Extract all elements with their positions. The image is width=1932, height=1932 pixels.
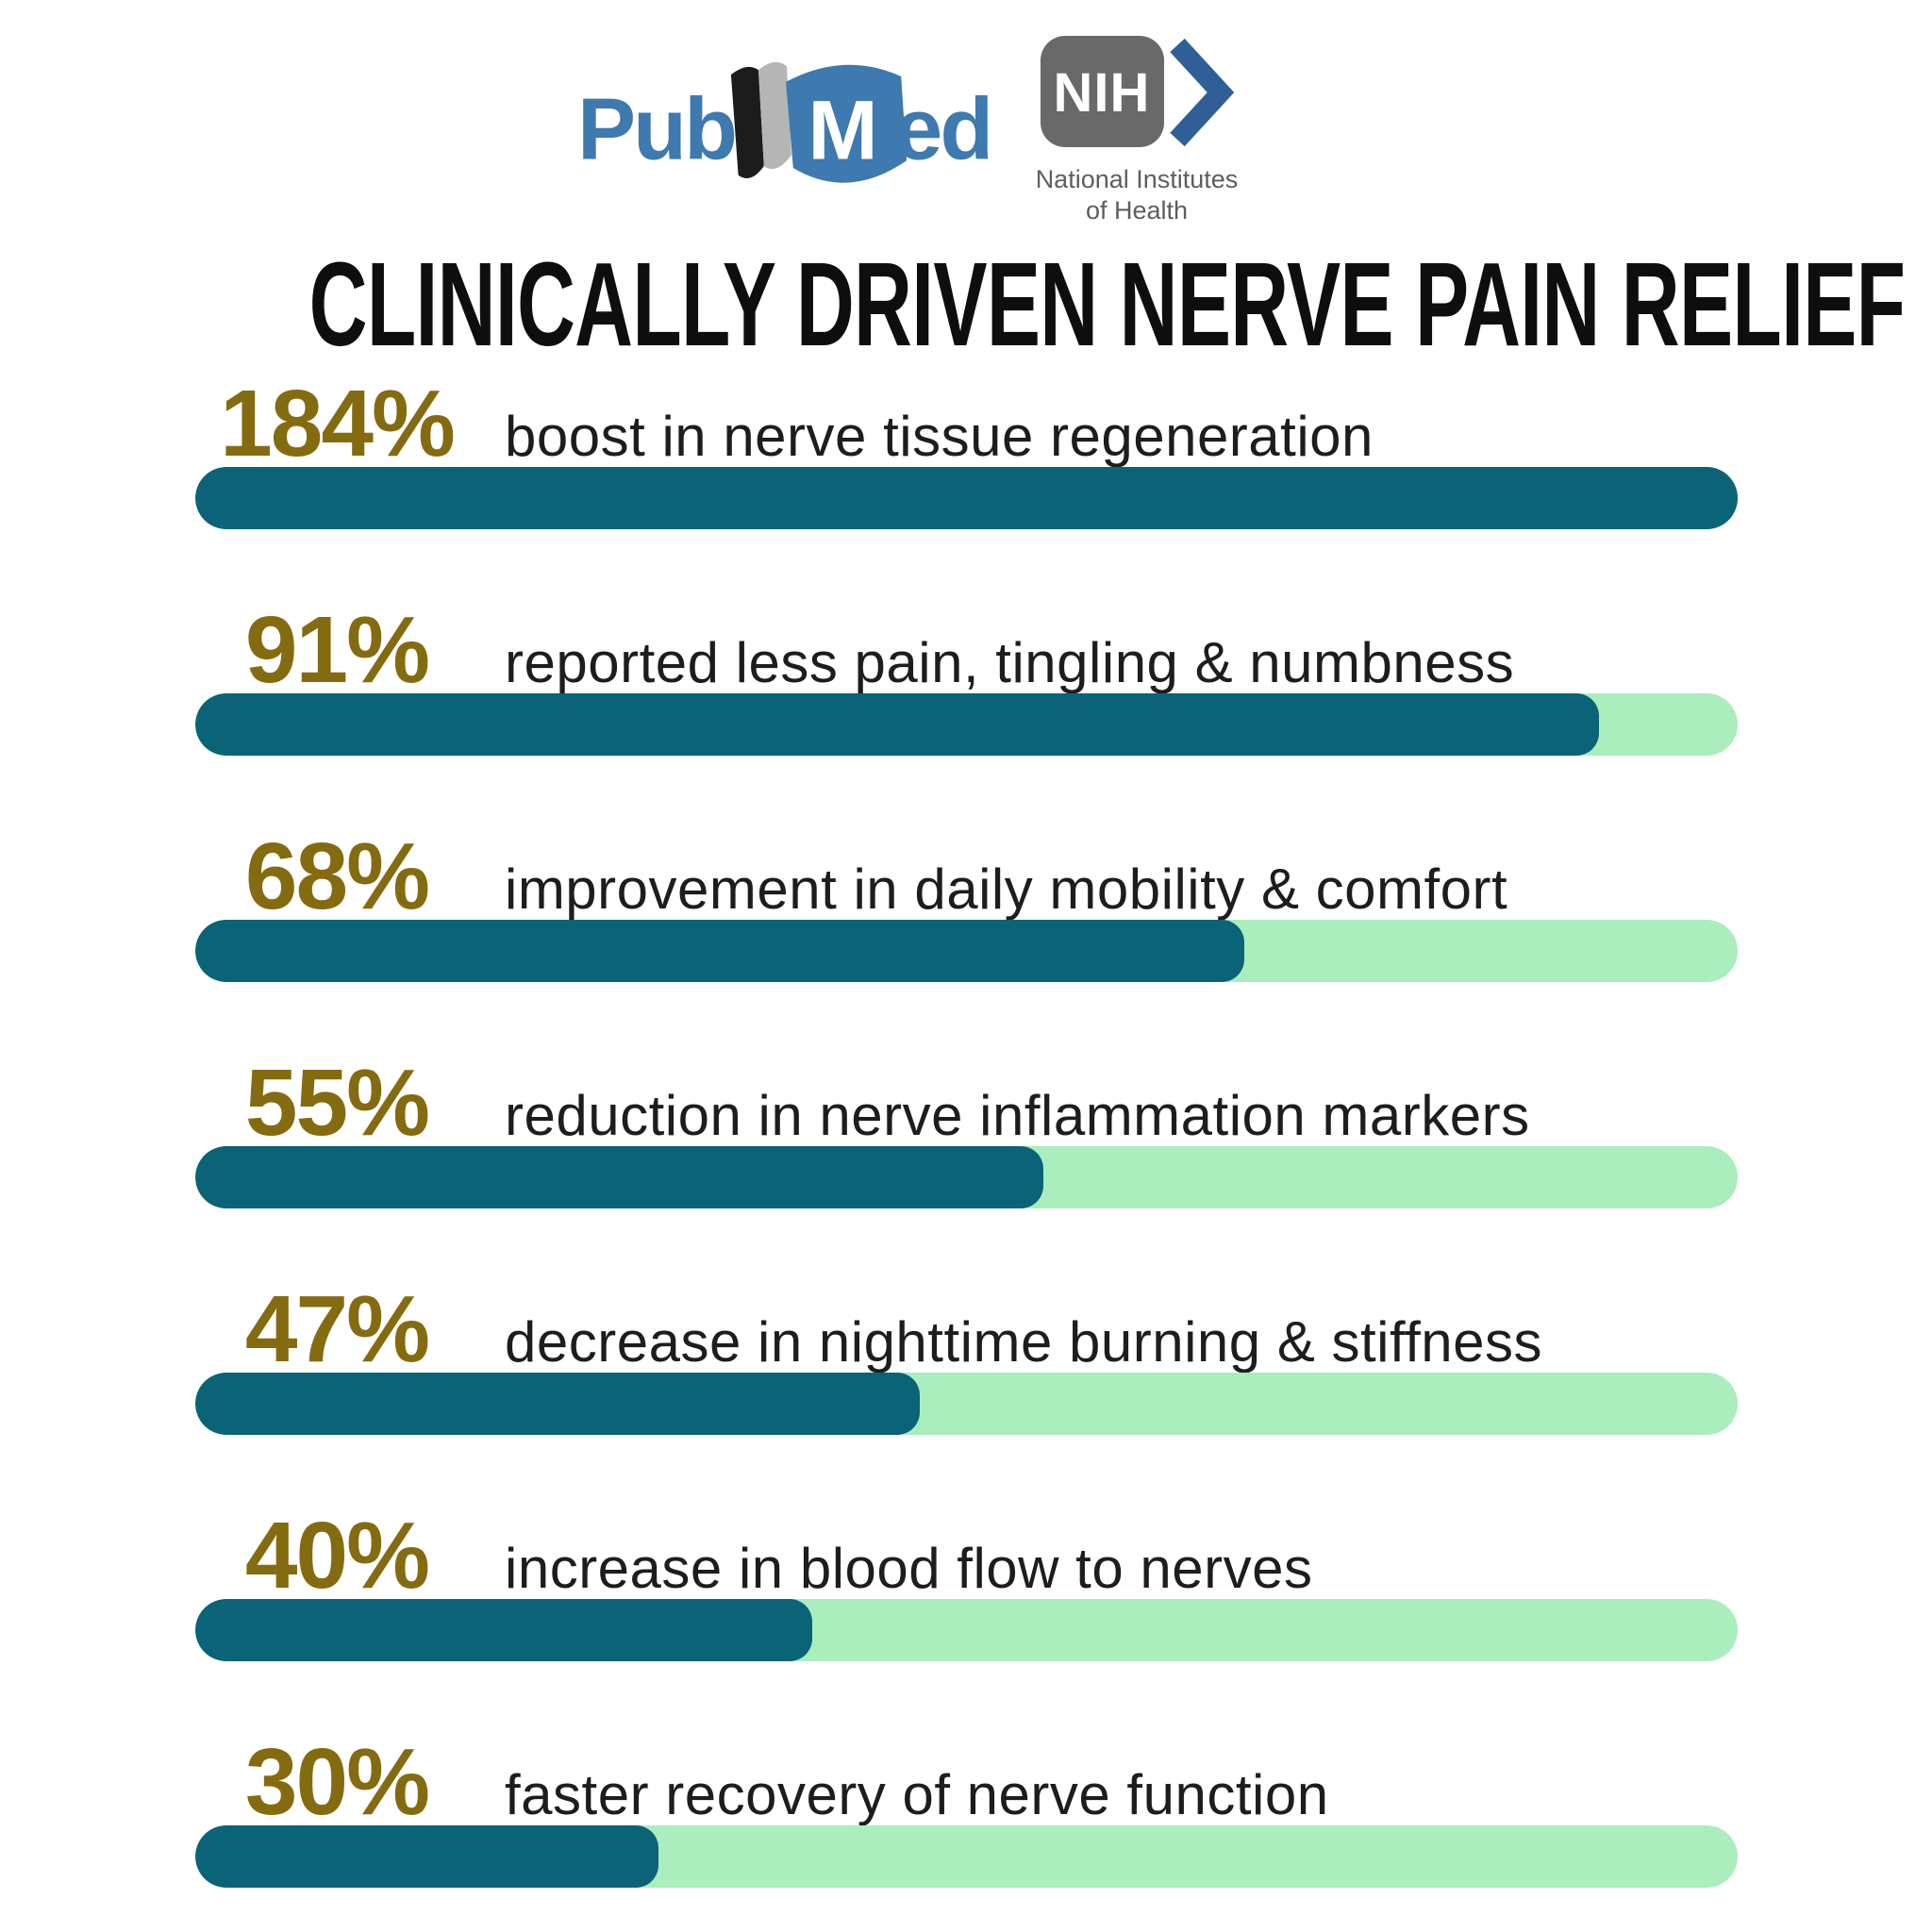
progress-fill xyxy=(195,920,1244,982)
progress-fill xyxy=(195,467,1738,529)
stat-value: 47% xyxy=(244,1276,430,1382)
stat-row: 47% decrease in nighttime burning & stif… xyxy=(195,1276,1738,1453)
stat-value: 40% xyxy=(244,1503,430,1608)
stat-label: reduction in nerve inflammation markers xyxy=(505,1084,1530,1147)
progress-track xyxy=(195,1825,1738,1888)
nih-caption-line1: National Institutes xyxy=(1035,165,1239,193)
stat-label: increase in blood flow to nerves xyxy=(505,1537,1313,1600)
stat-row: 30% faster recovery of nerve function xyxy=(195,1729,1738,1906)
stat-label: reported less pain, tingling & numbness xyxy=(505,631,1515,694)
nih-logo: NIH National Institutes of Health xyxy=(1019,36,1255,226)
stat-label: boost in nerve tissue regeneration xyxy=(505,405,1374,468)
nih-caption-line2: of Health xyxy=(1085,195,1189,225)
progress-track xyxy=(195,1146,1738,1208)
nih-caption: National Institutes of Health xyxy=(1036,164,1239,226)
svg-text:ed: ed xyxy=(893,79,991,177)
stat-row: 55% reduction in nerve inflammation mark… xyxy=(195,1050,1738,1226)
svg-text:Pub: Pub xyxy=(577,79,735,177)
stat-row: 68% improvement in daily mobility & comf… xyxy=(195,824,1738,1000)
progress-track xyxy=(195,920,1738,982)
header-logos: Pub M ed NIH National Institutes of Heal… xyxy=(0,0,1932,245)
stat-row: 184% boost in nerve tissue regeneration xyxy=(195,371,1738,547)
progress-fill xyxy=(195,1599,812,1661)
progress-track xyxy=(195,1599,1738,1661)
svg-text:M: M xyxy=(808,82,877,176)
stat-row: 91% reported less pain, tingling & numbn… xyxy=(195,597,1738,774)
stat-value: 55% xyxy=(244,1050,430,1156)
stat-value: 184% xyxy=(220,371,456,476)
pubmed-logo: Pub M ed xyxy=(577,49,998,196)
progress-fill xyxy=(195,1825,658,1888)
progress-track xyxy=(195,693,1738,756)
stat-label: decrease in nighttime burning & stiffnes… xyxy=(505,1310,1543,1374)
stat-row: 40% increase in blood flow to nerves xyxy=(195,1503,1738,1679)
page-title: CLINICALLY DRIVEN NERVE PAIN RELIEF xyxy=(308,238,1906,371)
stat-value: 68% xyxy=(244,824,430,929)
nih-logo-icon: NIH xyxy=(1040,36,1234,147)
stat-value: 30% xyxy=(244,1729,430,1835)
progress-fill xyxy=(195,693,1599,756)
progress-track xyxy=(195,467,1738,529)
stat-label: faster recovery of nerve function xyxy=(505,1763,1329,1826)
progress-track xyxy=(195,1373,1738,1435)
svg-text:NIH: NIH xyxy=(1053,62,1150,124)
pubmed-logo-icon: Pub M ed xyxy=(577,61,993,183)
stat-value: 91% xyxy=(244,597,430,703)
stat-label: improvement in daily mobility & comfort xyxy=(505,858,1508,921)
progress-fill xyxy=(195,1146,1044,1208)
progress-fill xyxy=(195,1373,921,1435)
